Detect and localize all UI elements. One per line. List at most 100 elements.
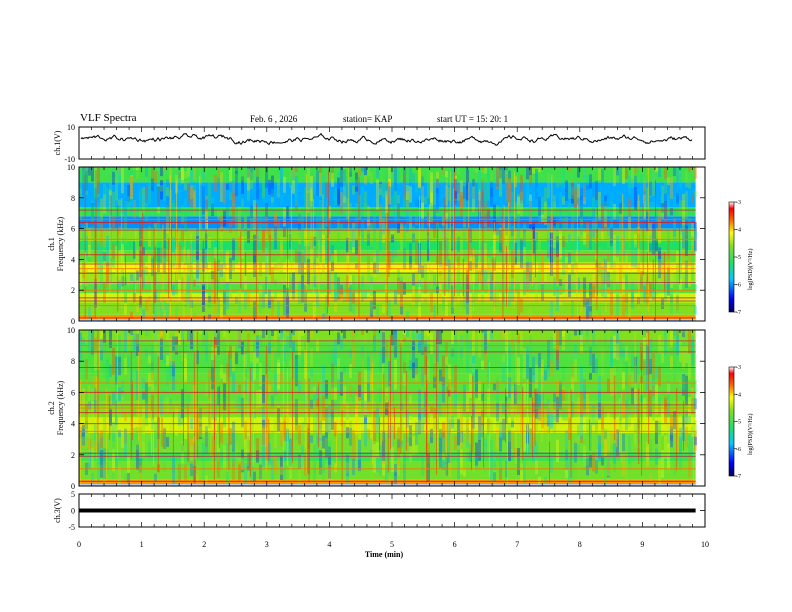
spectrogram-cell: [136, 370, 139, 400]
spectrogram-cell: [322, 454, 325, 474]
spectrogram-cell: [241, 270, 244, 285]
spectrogram-cell: [538, 409, 541, 425]
spectrogram-cell: [409, 216, 412, 237]
spectrogram-cell: [241, 167, 244, 181]
spectrogram-cell: [559, 382, 562, 391]
spectrogram-cell: [229, 432, 232, 442]
spectrogram-cell: [391, 382, 394, 411]
spectrogram-cell: [415, 358, 418, 375]
spectrogram-cell: [631, 371, 634, 389]
spectrogram-cell: [454, 347, 457, 365]
spectrogram-cell: [271, 296, 274, 318]
spectrogram-cell: [286, 288, 289, 315]
spectrogram-cell: [145, 266, 148, 275]
spectrogram-cell: [694, 167, 697, 179]
spectrogram-cell: [340, 335, 343, 350]
spectrogram-cell: [430, 406, 433, 414]
spectrogram-cell: [466, 419, 469, 442]
spectrogram-cell: [289, 167, 292, 188]
spectrogram-cell: [184, 171, 187, 179]
spectrogram-cell: [370, 299, 373, 310]
spectrogram-cell: [610, 221, 613, 228]
spectrogram-cell: [685, 235, 688, 256]
spectrogram-cell: [103, 411, 106, 440]
spectrogram-cell: [511, 432, 514, 449]
spectrogram-cell: [670, 294, 673, 314]
spectrogram-cell: [142, 427, 145, 458]
spectrogram-cell: [115, 356, 118, 385]
spectrogram-cell: [505, 167, 508, 182]
spectrogram-cell: [142, 247, 145, 256]
spectrogram-cell: [307, 330, 310, 343]
spectrogram-cell: [427, 217, 430, 226]
spectrogram-cell: [367, 256, 370, 264]
spectrogram-cell: [223, 243, 226, 269]
spectrogram-cell: [421, 407, 424, 433]
spectrogram-cell: [268, 289, 271, 309]
spectrogram-cell: [679, 200, 682, 216]
spectrogram-cell: [79, 333, 82, 340]
spectrogram-cell: [643, 167, 646, 175]
spectrogram-cell: [199, 404, 202, 418]
spectrogram-cell: [592, 274, 595, 287]
spectrogram-cell: [163, 167, 166, 171]
spectrogram-cell: [97, 202, 100, 230]
spectrogram-cell: [460, 449, 463, 475]
spectrogram-cell: [295, 358, 298, 382]
spectrogram-cell: [166, 385, 169, 414]
spectrogram-cell: [472, 445, 475, 473]
spectrogram-cell: [595, 358, 598, 374]
spectrogram-cell: [127, 167, 130, 169]
spectrogram-cell: [322, 440, 325, 457]
spectrogram-cell: [325, 209, 328, 228]
spectrogram-cell: [256, 167, 259, 177]
spectrogram-cell: [643, 286, 646, 298]
spectrogram-cell: [232, 344, 235, 371]
spectrogram-cell: [652, 288, 655, 301]
spectrogram-cell: [235, 389, 238, 416]
spectrogram-cell: [448, 263, 451, 293]
spectrogram-cell: [247, 168, 250, 191]
spectrogram-cell: [244, 210, 247, 230]
spectrogram-cell: [133, 274, 136, 301]
y-tick-label: -10: [64, 155, 75, 164]
spectrogram-cell: [262, 230, 265, 247]
spectrogram-cell: [391, 172, 394, 187]
spectrogram-cell: [493, 383, 496, 391]
spectrogram-cell: [511, 337, 514, 349]
spectrogram-cell: [382, 330, 385, 347]
spectrogram-cell: [334, 463, 337, 473]
spectrogram-cell: [376, 412, 379, 425]
spectrogram-cell: [397, 439, 400, 447]
spectrogram-cell: [493, 458, 496, 472]
spectrogram-cell: [325, 182, 328, 198]
spectrogram-cell: [652, 168, 655, 188]
spectrogram-cell: [607, 271, 610, 288]
spectrogram-cell: [268, 227, 271, 241]
spectrogram-cell: [280, 422, 283, 446]
spectrogram-cell: [91, 203, 94, 227]
spectrogram-cell: [259, 330, 262, 336]
spectrogram-cell: [379, 330, 382, 343]
spectrogram-cell: [97, 341, 100, 370]
spectrogram-cell: [346, 408, 349, 420]
spectrogram-cell: [481, 167, 484, 171]
spectrogram-cell: [445, 185, 448, 205]
spectrogram-cell: [292, 167, 295, 179]
spectrogram-cell: [151, 361, 154, 381]
spectrogram-cell: [292, 292, 295, 300]
spectrogram-cell: [211, 359, 214, 390]
ch3-waveform-band: [79, 508, 696, 513]
spectrogram-cell: [388, 439, 391, 468]
spectrogram-cell: [157, 186, 160, 207]
spectrogram-cell: [607, 277, 610, 296]
spectrogram-cell: [406, 311, 409, 321]
spectrogram-cell: [337, 172, 340, 187]
spectrogram-cell: [145, 185, 148, 201]
spectrogram-cell: [409, 242, 412, 265]
spectrogram-cell: [547, 216, 550, 239]
spectrogram-cell: [298, 330, 301, 355]
spectrogram-cell: [484, 443, 487, 454]
spectrogram-cell: [688, 416, 691, 424]
spectrogram-cell: [544, 412, 547, 426]
